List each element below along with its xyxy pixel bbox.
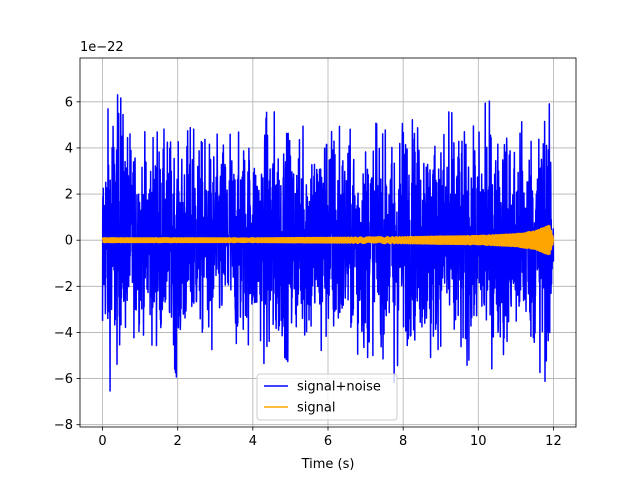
y-tick-label: 0 [65,234,73,249]
legend-label-signal: signal [297,401,335,416]
ticks: 0 2 4 6 8 10 12 −8 −6 −4 −2 0 2 4 6 [54,95,562,449]
y-tick-label: −6 [54,372,73,387]
y-tick-label: −4 [54,326,73,341]
y-tick-label: 4 [65,141,73,156]
x-tick-label: 4 [249,434,257,449]
y-tick-label: 6 [65,95,73,110]
x-tick-label: 2 [174,434,182,449]
legend-label-signal-noise: signal+noise [297,380,381,395]
x-tick-label: 8 [399,434,407,449]
y-tick-label: 2 [65,188,73,203]
legend: signal+noise signal [256,373,398,421]
y-tick-label: −2 [54,280,73,295]
y-offset-label: 1e−22 [80,40,124,55]
x-tick-label: 10 [470,434,487,449]
x-tick-label: 0 [98,434,106,449]
y-tick-label: −8 [54,418,73,433]
x-tick-label: 6 [324,434,332,449]
plot-area [101,94,555,392]
x-tick-label: 12 [545,434,562,449]
x-axis-label: Time (s) [301,457,355,472]
series-line-signal [101,224,555,256]
legend-box [256,373,398,421]
